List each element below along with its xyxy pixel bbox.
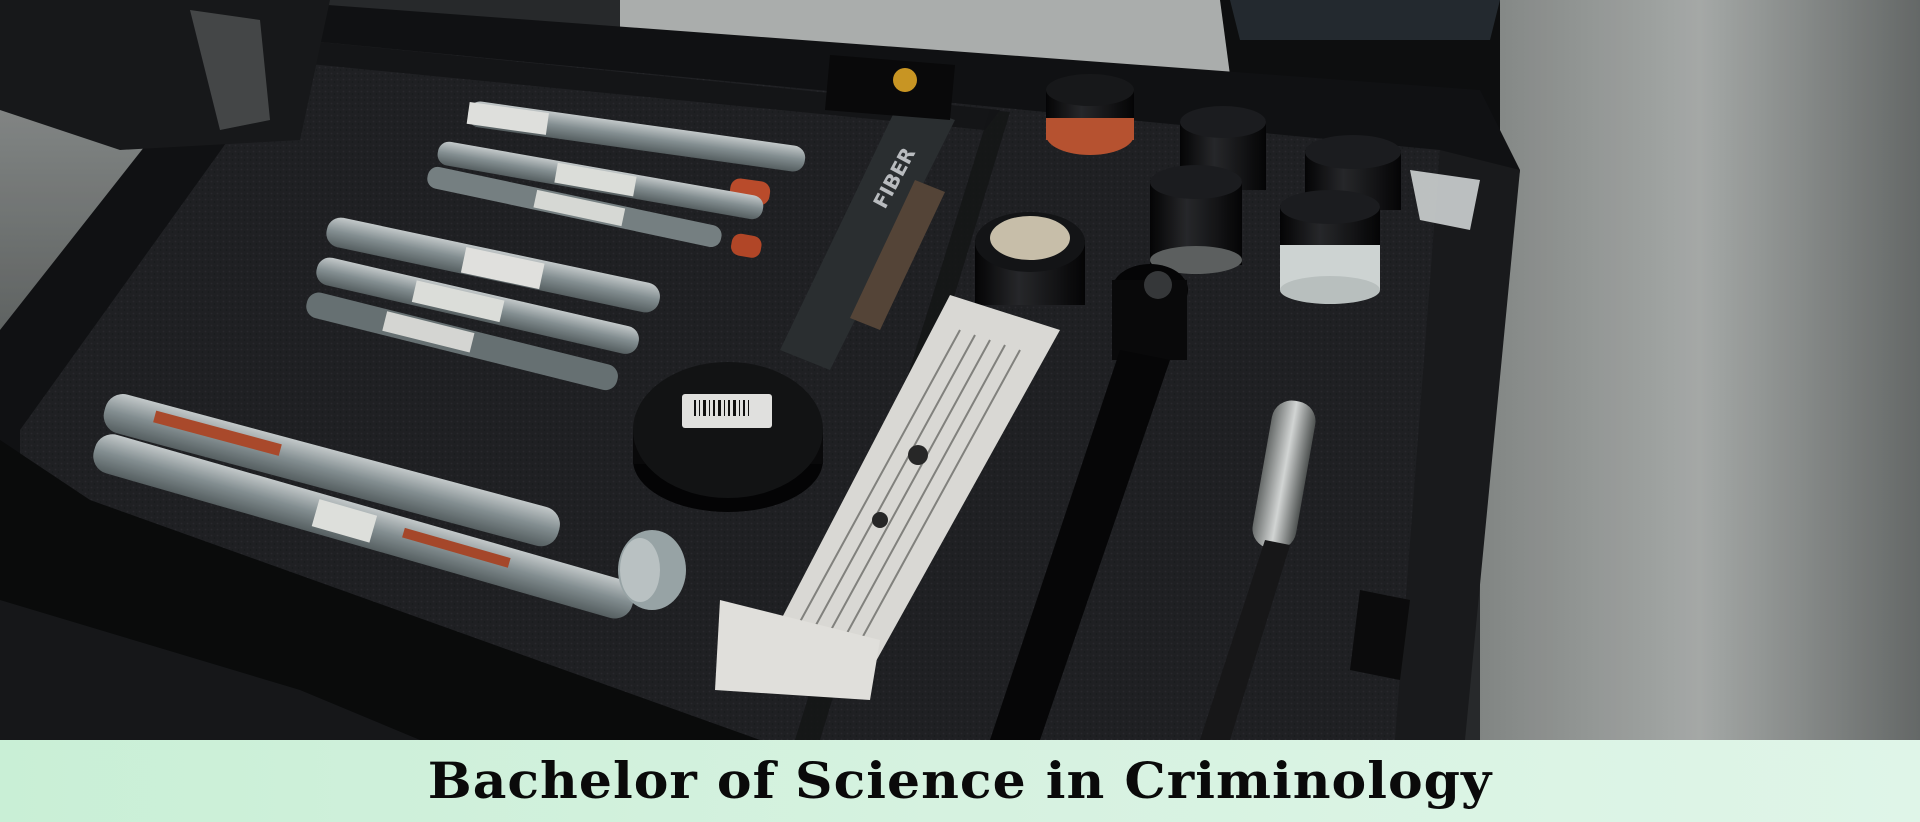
caption-banner: Bachelor of Science in Criminology [0, 740, 1920, 822]
vial-tubes-middle [306, 217, 660, 391]
powder-jar-orange [1046, 74, 1134, 155]
powder-box [825, 55, 955, 120]
swab-tubes-bottom [93, 394, 686, 619]
black-round-jar [633, 362, 823, 512]
caption-title: Bachelor of Science in Criminology [427, 752, 1493, 810]
vial-tubes-top [427, 101, 806, 258]
forensic-kit-photo: FIBER [0, 0, 1920, 740]
labeled-jar [975, 212, 1085, 305]
powder-jar-dark-2 [1150, 165, 1242, 274]
instruction-card [715, 295, 1060, 700]
powder-jar-white [1280, 190, 1380, 304]
black-brush-handle [990, 264, 1188, 740]
fingerprint-brush-tube: FIBER [780, 100, 955, 370]
metal-magnifier [1200, 400, 1316, 740]
